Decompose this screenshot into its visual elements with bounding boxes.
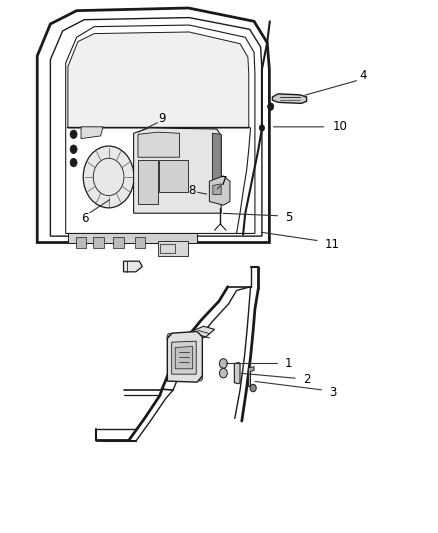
Circle shape (268, 103, 274, 110)
Circle shape (151, 151, 156, 158)
Polygon shape (113, 237, 124, 248)
Polygon shape (158, 241, 188, 256)
Polygon shape (76, 237, 86, 248)
Polygon shape (209, 176, 230, 205)
Polygon shape (81, 127, 103, 139)
Polygon shape (134, 128, 221, 213)
Text: 7: 7 (219, 175, 227, 188)
Circle shape (141, 143, 146, 149)
Polygon shape (159, 160, 188, 192)
Text: 3: 3 (329, 386, 337, 399)
Polygon shape (213, 184, 221, 195)
Circle shape (70, 145, 77, 154)
Circle shape (141, 151, 146, 158)
Circle shape (219, 359, 227, 368)
Polygon shape (68, 32, 249, 128)
Polygon shape (175, 346, 193, 369)
Circle shape (171, 248, 175, 253)
Polygon shape (212, 133, 221, 197)
Circle shape (167, 333, 173, 341)
Circle shape (180, 245, 184, 250)
Polygon shape (138, 160, 158, 204)
Text: 11: 11 (325, 238, 340, 251)
Circle shape (83, 146, 134, 208)
Text: 9: 9 (158, 112, 166, 125)
Polygon shape (135, 237, 145, 248)
Polygon shape (248, 367, 254, 386)
Circle shape (167, 374, 173, 381)
Polygon shape (138, 132, 180, 157)
Circle shape (250, 384, 256, 392)
Text: 1: 1 (285, 357, 292, 370)
Polygon shape (234, 362, 240, 384)
Circle shape (259, 125, 265, 131)
Text: 5: 5 (285, 211, 292, 224)
Text: 10: 10 (333, 120, 348, 133)
Text: 4: 4 (359, 69, 367, 82)
Circle shape (70, 130, 77, 139)
Text: 6: 6 (81, 212, 89, 225)
Circle shape (197, 333, 203, 341)
Circle shape (219, 368, 227, 378)
Polygon shape (172, 341, 196, 374)
Circle shape (70, 158, 77, 167)
Polygon shape (167, 332, 202, 382)
Text: 2: 2 (303, 373, 311, 386)
Polygon shape (93, 237, 104, 248)
Text: 8: 8 (188, 184, 195, 197)
Polygon shape (124, 261, 142, 272)
Polygon shape (187, 326, 215, 342)
Circle shape (162, 248, 166, 253)
Polygon shape (272, 94, 307, 103)
Polygon shape (68, 233, 197, 243)
Circle shape (197, 374, 203, 381)
